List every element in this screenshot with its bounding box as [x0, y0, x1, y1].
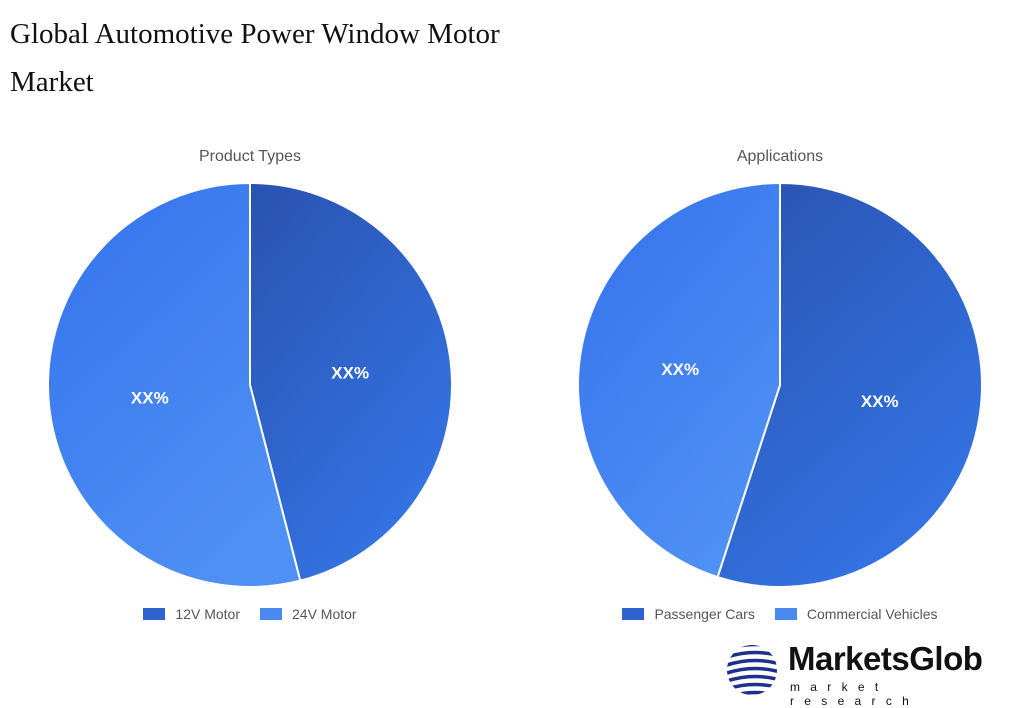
- legend-swatch: [622, 608, 645, 620]
- pie-chart-product-types: Product Types XX% XX% 12V Motor 24V Motor: [20, 140, 480, 640]
- legend-item[interactable]: 24V Motor: [260, 606, 357, 622]
- legend-item[interactable]: 12V Motor: [143, 606, 240, 622]
- chart-title: Applications: [736, 148, 824, 165]
- legend-label: 24V Motor: [292, 606, 357, 622]
- legend-item[interactable]: Passenger Cars: [622, 606, 755, 622]
- pie-slice-commercial-vehicles[interactable]: [577, 181, 781, 579]
- legend-swatch: [143, 608, 166, 620]
- pie-slice-passenger-cars[interactable]: [716, 181, 983, 588]
- logo-tagline: market research: [790, 680, 920, 708]
- legend-swatch: [260, 608, 282, 620]
- page-title: Global Automotive Power Window Motor Mar…: [10, 18, 500, 98]
- chart-title: Product Types: [199, 148, 301, 165]
- globe-icon: [727, 645, 777, 695]
- legend: 12V Motor 24V Motor: [20, 606, 480, 622]
- legend-item[interactable]: Commercial Vehicles: [774, 606, 938, 622]
- data-label: XX%: [861, 392, 899, 411]
- legend-label: Commercial Vehicles: [806, 606, 938, 622]
- legend-label: 12V Motor: [175, 606, 240, 622]
- pie-slice-12v-motor[interactable]: [249, 181, 453, 582]
- pie-slice-24v-motor[interactable]: [47, 181, 302, 588]
- logo: MarketsGlob market research: [724, 640, 1024, 708]
- pie-svg: XX% XX%: [47, 181, 453, 588]
- data-label: XX%: [661, 360, 699, 379]
- data-label: XX%: [331, 363, 369, 382]
- pie-svg: XX% XX%: [577, 181, 983, 588]
- legend-label: Passenger Cars: [654, 606, 755, 622]
- legend-swatch: [774, 608, 797, 620]
- data-label: XX%: [131, 389, 169, 408]
- legend: Passenger Cars Commercial Vehicles: [550, 606, 1010, 622]
- logo-name: MarketsGlob: [788, 640, 983, 677]
- pie-chart-applications: Applications XX% XX% Passenger Cars Comme…: [550, 140, 1010, 640]
